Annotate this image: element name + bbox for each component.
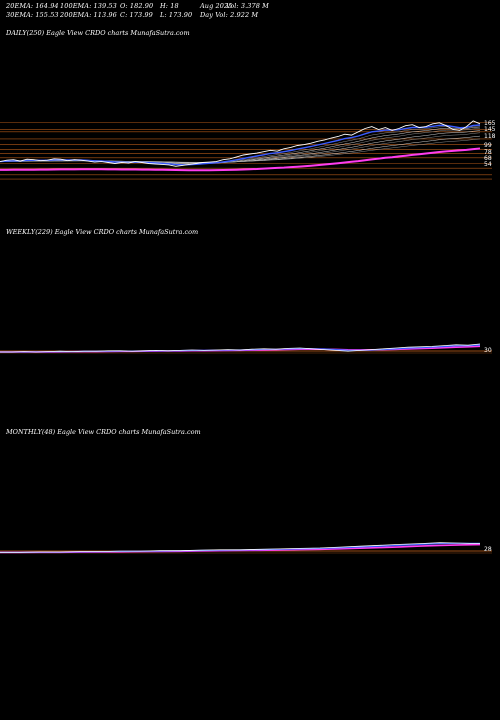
header-date: Aug 2025 — [200, 2, 233, 10]
daily-price-label: 54 — [484, 161, 492, 168]
daily-ma-line — [0, 130, 481, 164]
daily-price-label: 78 — [484, 149, 492, 156]
header-open: O: 182.90 — [120, 2, 154, 10]
daily-200ema-line — [0, 147, 481, 172]
monthly-panel-label: MONTHLY(48) Eagle View CRDO charts Munaf… — [6, 428, 201, 436]
daily-price-label: 165 — [484, 120, 496, 127]
daily-ma-line — [0, 126, 481, 164]
weekly-panel-label: WEEKLY(229) Eagle View CRDO charts Munaf… — [6, 228, 199, 236]
header-close: C: 173.99 — [120, 11, 153, 19]
monthly-price-label: 28 — [484, 546, 492, 553]
daily-price-label: 118 — [484, 133, 496, 140]
header-day-volume: Day Vol: 2.922 M — [200, 11, 259, 19]
daily-price-label: 99 — [484, 142, 492, 149]
daily-price-line — [0, 120, 481, 167]
weekly-price-line — [0, 343, 481, 353]
header-20ema: 20EMA: 164.94 — [6, 2, 59, 10]
daily-ma-line — [0, 132, 481, 163]
daily-price-label: 68 — [484, 155, 492, 162]
header-high: H: 18 — [160, 2, 179, 10]
monthly-price-line — [0, 542, 481, 553]
header-100ema: 100EMA: 139.53 — [60, 2, 117, 10]
daily-price-label: 145 — [484, 126, 496, 133]
daily-20ema-line — [0, 124, 481, 166]
weekly-price-label: 30 — [484, 347, 492, 354]
header-low: L: 173.90 — [160, 11, 193, 19]
header-200ema: 200EMA: 113.96 — [60, 11, 117, 19]
daily-panel-label: DAILY(250) Eagle View CRDO charts Munafa… — [6, 29, 190, 37]
header-volume: Vol: 3.378 M — [226, 2, 269, 10]
header-30ema: 30EMA: 155.53 — [6, 11, 59, 19]
